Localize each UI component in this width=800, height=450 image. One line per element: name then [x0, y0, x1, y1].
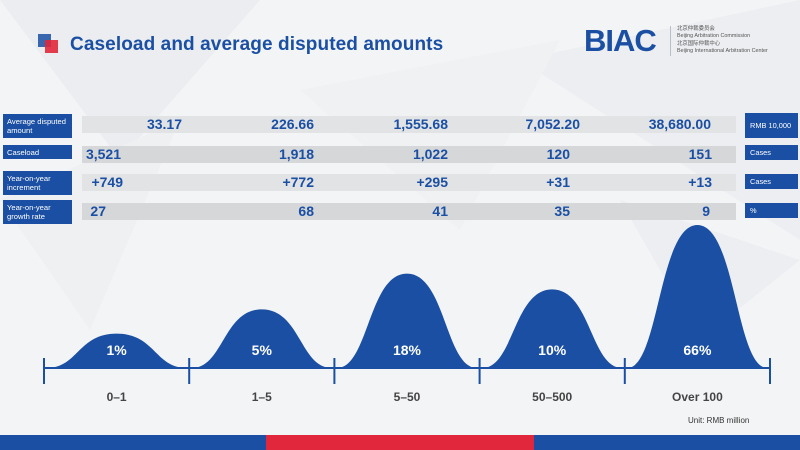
logo-divider: [670, 26, 671, 56]
category-label: 50–500: [532, 390, 572, 404]
table-cell: +13: [688, 174, 712, 190]
table-cell: +772: [282, 174, 314, 190]
table-cell: 38,680.00: [648, 116, 711, 132]
page-title: Caseload and average disputed amounts: [70, 34, 444, 55]
table-cell: 9: [702, 203, 710, 219]
table-cell: 27: [90, 203, 106, 219]
distribution-bell: [337, 273, 477, 368]
row-label-year-on-year-growth-rate: Year-on-year growth rate: [3, 200, 72, 224]
distribution-bell: [191, 309, 332, 368]
distribution-bell: [46, 333, 187, 368]
row-band: [82, 203, 736, 220]
table-cell: 68: [298, 203, 314, 219]
table-cell: 35: [554, 203, 570, 219]
row-band: [82, 116, 736, 133]
table-cell: +295: [416, 174, 448, 190]
data-label: 5%: [252, 342, 273, 358]
unit-label-rmb: RMB 10,000: [745, 113, 798, 138]
category-label: Over 100: [672, 390, 723, 404]
logo-mark: BIAC: [584, 23, 657, 58]
table-cell: 7,052.20: [525, 116, 581, 132]
category-label: 5–50: [394, 390, 421, 404]
footer-bar-blue: [534, 435, 800, 450]
unit-label-cases: Cases: [745, 145, 798, 160]
table-cell: 41: [432, 203, 448, 219]
table-cell: +31: [546, 174, 570, 190]
logo-line: 北京国际仲裁中心: [677, 41, 721, 47]
row-label-year-on-year-increment: Year-on-year increment: [3, 171, 72, 195]
data-label: 1%: [106, 342, 127, 358]
distribution-bell: [627, 225, 768, 368]
row-label-caseload: Caseload: [3, 145, 72, 159]
data-label: 66%: [683, 342, 712, 358]
footer-bar-red: [266, 435, 534, 450]
category-label: 1–5: [252, 390, 272, 404]
footer-bar-blue: [0, 435, 266, 450]
table-cell: 120: [546, 146, 570, 162]
row-band: [82, 146, 736, 163]
table-cell: +749: [91, 174, 123, 190]
table-cell: 1,918: [278, 146, 314, 162]
table-cell: 1,555.68: [393, 116, 449, 132]
table-cell: 3,521: [85, 146, 121, 162]
unit-label-cases: Cases: [745, 174, 798, 189]
unit-note: Unit: RMB million: [688, 416, 750, 425]
table-cell: 33.17: [146, 116, 182, 132]
table-cell: 151: [688, 146, 712, 162]
unit-label-percent: %: [745, 203, 798, 218]
category-label: 0–1: [107, 390, 127, 404]
row-band: [82, 174, 736, 191]
biac-logo: BIAC 北京仲裁委员会 Beijing Arbitration Commiss…: [584, 22, 784, 62]
distribution-bell: [482, 289, 623, 368]
table-cell: 1,022: [412, 146, 448, 162]
logo-line: Beijing Arbitration Commission: [677, 33, 751, 39]
table-cell: 226.66: [271, 116, 314, 132]
logo-line: Beijing International Arbitration Center: [677, 48, 768, 54]
data-label: 18%: [393, 342, 422, 358]
logo-line: 北京仲裁委员会: [677, 26, 715, 32]
data-label: 10%: [538, 342, 567, 358]
row-label-average-disputed-amount: Average disputed amount: [3, 114, 72, 138]
title-accent-icon: [38, 34, 60, 54]
